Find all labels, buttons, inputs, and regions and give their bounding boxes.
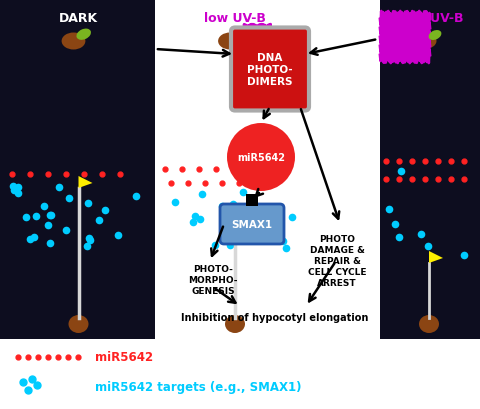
Text: DNA
PHOTO-
DIMERS: DNA PHOTO- DIMERS <box>247 52 293 87</box>
Text: SMAX1: SMAX1 <box>231 220 273 229</box>
FancyBboxPatch shape <box>220 204 284 245</box>
Text: DARK: DARK <box>59 12 98 25</box>
Ellipse shape <box>429 31 442 41</box>
Text: Inhibition of hypocotyl elongation: Inhibition of hypocotyl elongation <box>181 312 369 322</box>
Bar <box>0 0 157 339</box>
Text: low UV-B: low UV-B <box>204 12 266 25</box>
Bar <box>378 0 480 339</box>
FancyBboxPatch shape <box>231 29 309 111</box>
Polygon shape <box>79 177 93 189</box>
Ellipse shape <box>225 315 245 333</box>
Bar <box>155 0 380 339</box>
Ellipse shape <box>419 315 439 333</box>
Bar <box>157 0 313 339</box>
Text: high UV-B: high UV-B <box>395 12 463 25</box>
Circle shape <box>227 124 295 191</box>
Ellipse shape <box>69 315 88 333</box>
Ellipse shape <box>218 34 242 50</box>
Ellipse shape <box>416 34 436 49</box>
Polygon shape <box>235 207 249 218</box>
Text: miR5642: miR5642 <box>95 351 153 364</box>
Text: PHOTO-
MORPHO-
GENESIS: PHOTO- MORPHO- GENESIS <box>188 264 238 295</box>
Text: PHOTO
DAMAGE &
REPAIR &
CELL CYCLE
ARREST: PHOTO DAMAGE & REPAIR & CELL CYCLE ARRES… <box>308 234 366 288</box>
Text: miR5642: miR5642 <box>237 153 285 163</box>
Ellipse shape <box>61 34 85 50</box>
Bar <box>246 195 258 207</box>
Ellipse shape <box>76 29 91 41</box>
Text: miR5642 targets (e.g., SMAX1): miR5642 targets (e.g., SMAX1) <box>95 380 301 393</box>
Ellipse shape <box>233 29 248 41</box>
Polygon shape <box>429 252 443 263</box>
